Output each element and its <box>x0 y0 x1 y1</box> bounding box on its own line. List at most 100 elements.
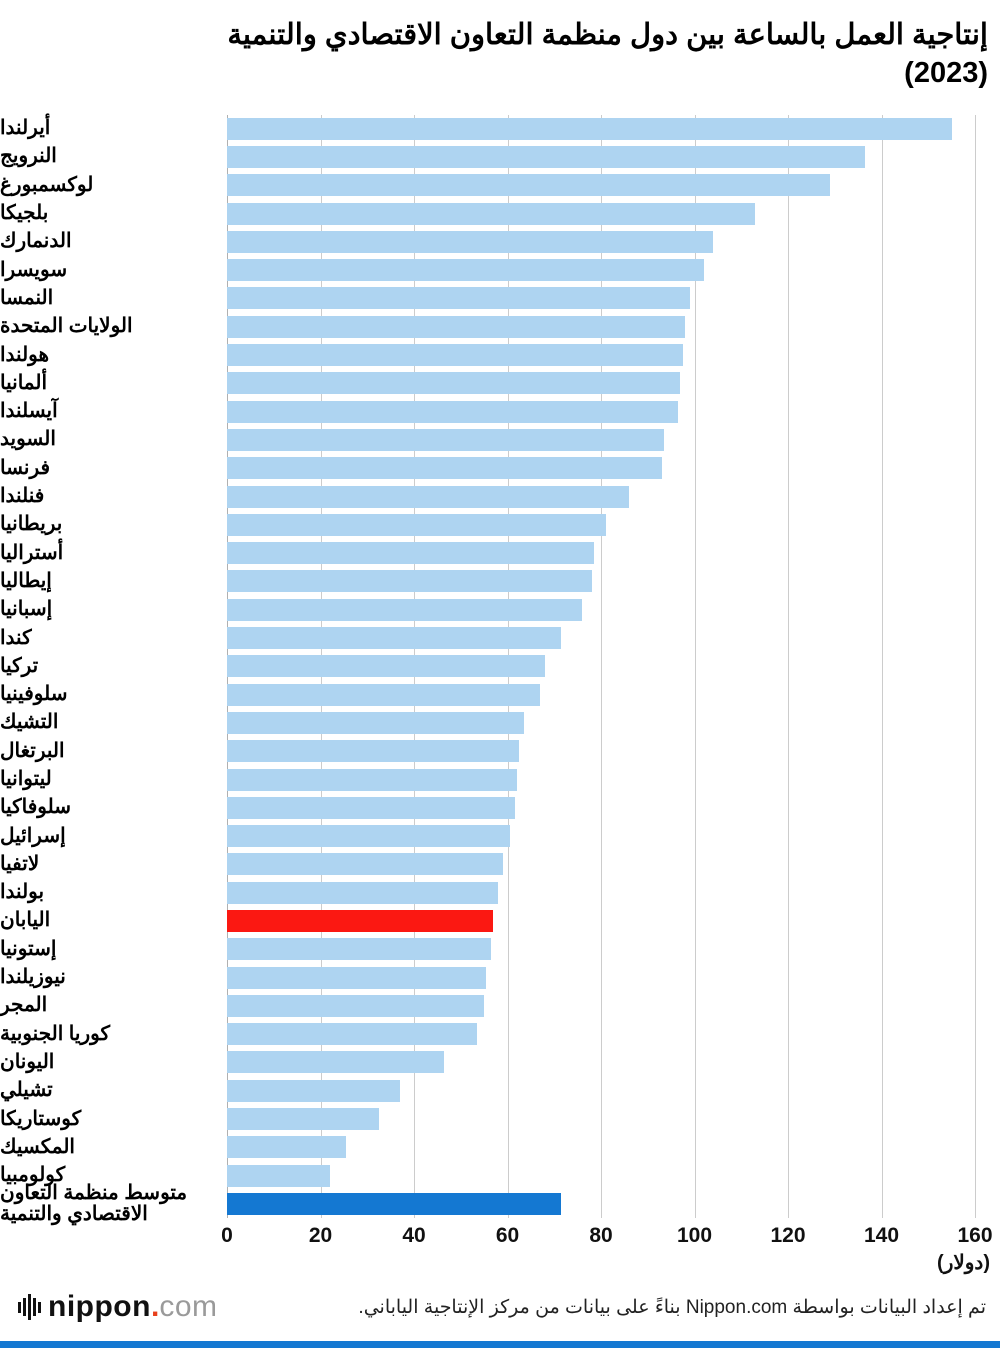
chart-row: فرنسا <box>0 454 1000 482</box>
bar <box>227 598 583 621</box>
bar-track <box>227 400 975 423</box>
bar-track <box>227 740 975 763</box>
bar-label: المكسيك <box>0 1135 75 1158</box>
bar <box>227 796 515 819</box>
bar-track <box>227 570 975 593</box>
bar-track <box>227 174 975 197</box>
bar-track <box>227 853 975 876</box>
bar <box>227 881 499 904</box>
bar-track <box>227 513 975 536</box>
bar-track <box>227 145 975 168</box>
bar-label: اليونان <box>0 1050 55 1073</box>
bar-label: كوريا الجنوبية <box>0 1022 110 1045</box>
bar-label: التشيك <box>0 711 59 734</box>
page-title-line2: (2023) <box>904 57 988 90</box>
bar <box>227 683 541 706</box>
chart-row: كوريا الجنوبية <box>0 1020 1000 1048</box>
gridline <box>975 114 976 1219</box>
chart-row: الدنمارك <box>0 228 1000 256</box>
bar-label: النمسا <box>0 286 54 309</box>
chart-row: فنلندا <box>0 482 1000 510</box>
bar <box>227 1108 379 1131</box>
bar-label: الولايات المتحدة <box>0 315 133 338</box>
chart-row: الولايات المتحدة <box>0 313 1000 341</box>
bar-track <box>227 202 975 225</box>
bar-track <box>227 1164 975 1187</box>
chart-row: أيرلندا <box>0 115 1000 143</box>
chart-row: النرويج <box>0 143 1000 171</box>
chart-row: اليابان <box>0 907 1000 935</box>
bar-chart: أيرلندا النرويج لوكسمبورغ بلجيكا الدنمارك سوي… <box>0 114 1000 1276</box>
bar-label: السويد <box>0 428 56 451</box>
chart-row: كوستاريكا <box>0 1105 1000 1133</box>
bar <box>227 853 503 876</box>
chart-row: كولومبيا <box>0 1162 1000 1190</box>
bar-track <box>227 315 975 338</box>
x-tick-label: 80 <box>589 1224 613 1248</box>
bar-label: المجر <box>0 994 48 1017</box>
bar-track <box>227 1108 975 1131</box>
chart-row: ليتوانيا <box>0 765 1000 793</box>
chart-row: كندا <box>0 624 1000 652</box>
bar-track <box>227 117 975 140</box>
chart-row: إسرائيل <box>0 822 1000 850</box>
chart-row: هولندا <box>0 341 1000 369</box>
bar-label: البرتغال <box>0 739 65 762</box>
chart-row: تركيا <box>0 652 1000 680</box>
bar <box>227 117 952 140</box>
bar-track <box>227 542 975 565</box>
bar-track <box>227 994 975 1017</box>
bar <box>227 570 592 593</box>
bar-label: فنلندا <box>0 485 45 508</box>
chart-rows: أيرلندا النرويج لوكسمبورغ بلجيكا الدنمارك سوي… <box>0 115 1000 1224</box>
bar-label: لاتفيا <box>0 852 40 875</box>
bar <box>227 457 662 480</box>
bar-label: كوستاريكا <box>0 1107 82 1130</box>
chart-row: اليونان <box>0 1048 1000 1076</box>
bar <box>227 1051 445 1074</box>
chart-row: بولندا <box>0 879 1000 907</box>
bar <box>227 994 485 1017</box>
chart-row: نيوزيلندا <box>0 963 1000 991</box>
source-attribution: تم إعداد البيانات بواسطة Nippon.com بناء… <box>358 1296 986 1318</box>
logo-name: nippon <box>48 1290 151 1323</box>
bar-track <box>227 344 975 367</box>
bar-label: لوكسمبورغ <box>0 173 94 196</box>
soundwave-bars-icon <box>18 1294 41 1320</box>
bar-track <box>227 655 975 678</box>
x-tick-label: 160 <box>957 1224 993 1248</box>
chart-row: إستونيا <box>0 935 1000 963</box>
bar-track <box>227 598 975 621</box>
chart-row: متوسط منظمة التعاون الاقتصادي والتنمية <box>0 1182 1000 1224</box>
gridline <box>881 114 883 1219</box>
bar <box>227 372 681 395</box>
bar-track <box>227 1136 975 1159</box>
bar-label: سلوفينيا <box>0 683 68 706</box>
chart-row: سلوفاكيا <box>0 794 1000 822</box>
bar <box>227 202 756 225</box>
bar-label: بولندا <box>0 881 45 904</box>
bar-label: تركيا <box>0 654 39 677</box>
bar-label: آيسلندا <box>0 400 58 423</box>
x-tick-label: 120 <box>770 1224 806 1248</box>
x-tick-label: 140 <box>863 1224 900 1248</box>
bar-track <box>227 683 975 706</box>
bar <box>227 259 704 282</box>
bar-label: فرنسا <box>0 456 51 479</box>
bar-track <box>227 627 975 650</box>
bar-track <box>227 1051 975 1074</box>
bar-label: أستراليا <box>0 541 64 564</box>
bar-label: إستونيا <box>0 937 57 960</box>
chart-row: البرتغال <box>0 737 1000 765</box>
x-tick-label: 100 <box>676 1224 713 1248</box>
bar <box>227 287 690 310</box>
bar-track <box>227 230 975 253</box>
bar <box>227 711 524 734</box>
bar-track <box>227 796 975 819</box>
footer: nippon. com تم إعداد البيانات بواسطة Nipp… <box>0 1290 1000 1324</box>
chart-row: التشيك <box>0 709 1000 737</box>
chart-row: بلجيكا <box>0 199 1000 227</box>
x-axis-unit-label: (دولار) <box>937 1252 990 1275</box>
bar-label: بلجيكا <box>0 202 49 225</box>
